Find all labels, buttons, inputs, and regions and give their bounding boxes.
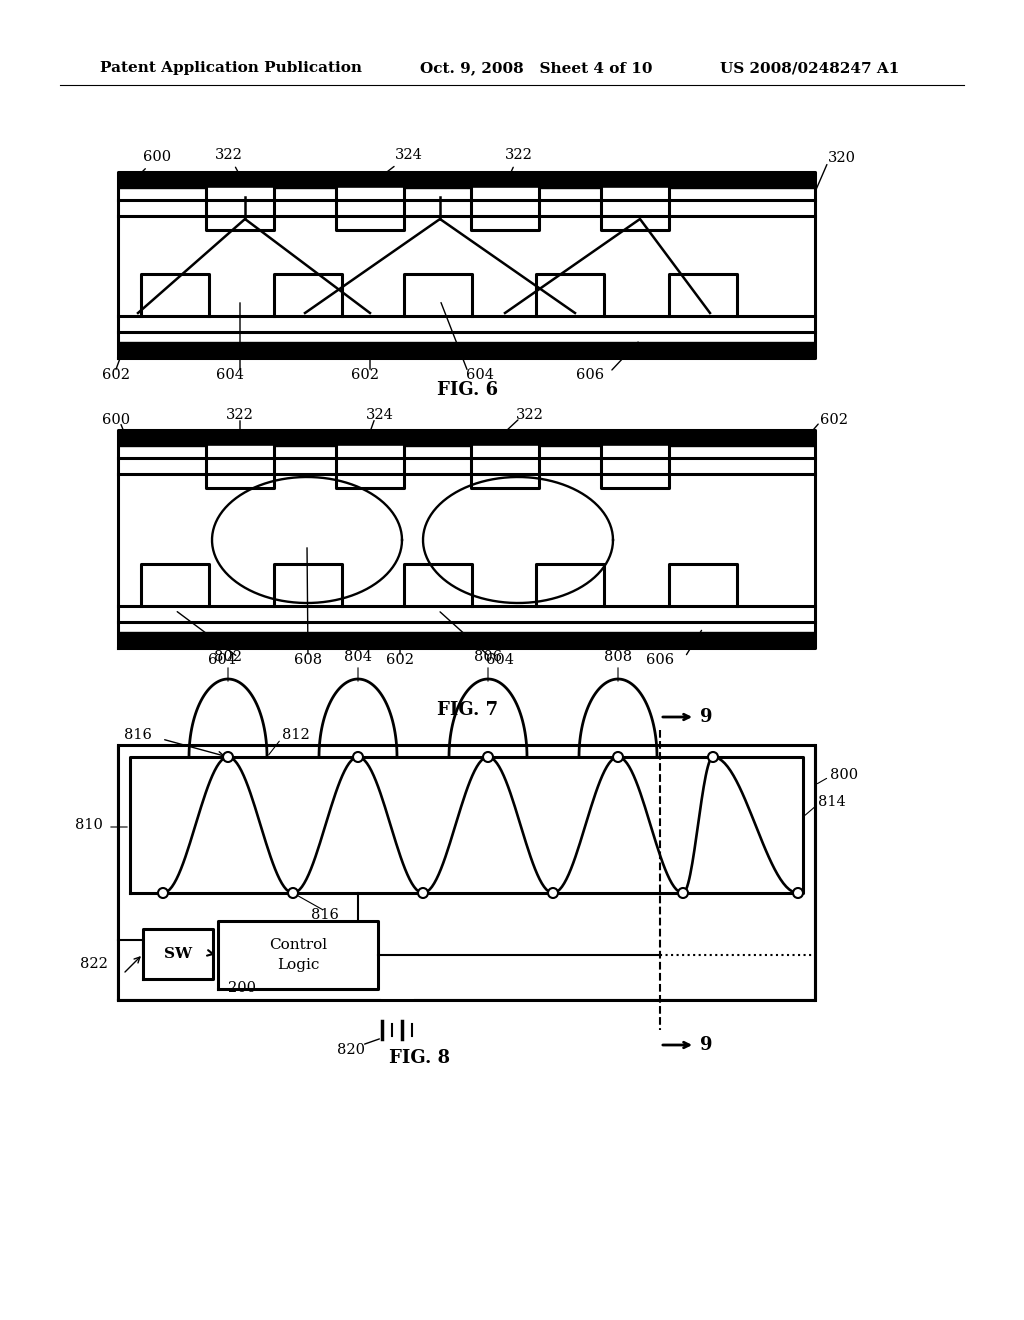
Text: 816: 816 <box>124 729 152 742</box>
Circle shape <box>353 752 362 762</box>
Circle shape <box>708 752 718 762</box>
Text: FIG. 7: FIG. 7 <box>437 701 499 719</box>
Text: 324: 324 <box>366 408 394 422</box>
Circle shape <box>418 888 428 898</box>
Text: 602: 602 <box>820 413 848 426</box>
Text: Logic: Logic <box>276 958 319 972</box>
Text: 822: 822 <box>80 957 108 972</box>
Text: 606: 606 <box>575 368 604 381</box>
Text: SW: SW <box>164 946 193 961</box>
Text: Oct. 9, 2008   Sheet 4 of 10: Oct. 9, 2008 Sheet 4 of 10 <box>420 61 652 75</box>
Text: 820: 820 <box>337 1043 365 1057</box>
Text: 600: 600 <box>128 150 171 186</box>
Text: 808: 808 <box>604 649 632 664</box>
Text: 812: 812 <box>282 729 309 742</box>
Circle shape <box>613 752 623 762</box>
Text: 324: 324 <box>372 148 423 183</box>
Text: FIG. 8: FIG. 8 <box>389 1049 451 1067</box>
Circle shape <box>158 888 168 898</box>
Text: 804: 804 <box>344 649 372 664</box>
Text: 322: 322 <box>215 148 244 182</box>
Text: Control: Control <box>269 939 327 952</box>
Text: 608: 608 <box>294 653 323 667</box>
Circle shape <box>793 888 803 898</box>
Text: 602: 602 <box>351 368 379 381</box>
Text: 604: 604 <box>486 653 514 667</box>
Text: 802: 802 <box>214 649 242 664</box>
Text: Patent Application Publication: Patent Application Publication <box>100 61 362 75</box>
Text: US 2008/0248247 A1: US 2008/0248247 A1 <box>720 61 899 75</box>
Text: 602: 602 <box>386 653 414 667</box>
Text: 322: 322 <box>516 408 544 422</box>
Text: 604: 604 <box>216 368 244 381</box>
Text: FIG. 6: FIG. 6 <box>437 381 499 399</box>
Circle shape <box>483 752 493 762</box>
Text: 9: 9 <box>700 708 713 726</box>
Text: 806: 806 <box>474 649 502 664</box>
Text: 800: 800 <box>830 768 858 781</box>
Text: 322: 322 <box>505 148 532 182</box>
Text: 602: 602 <box>102 368 130 381</box>
Text: 816: 816 <box>311 908 339 921</box>
Circle shape <box>548 888 558 898</box>
Text: 604: 604 <box>466 368 494 381</box>
Text: 814: 814 <box>818 795 846 809</box>
Text: 200: 200 <box>228 981 256 995</box>
Circle shape <box>288 888 298 898</box>
Text: 606: 606 <box>646 653 674 667</box>
Circle shape <box>678 888 688 898</box>
Text: 322: 322 <box>226 408 254 422</box>
Text: 9: 9 <box>700 1036 713 1053</box>
Text: 600: 600 <box>102 413 130 426</box>
Circle shape <box>223 752 233 762</box>
Text: 810: 810 <box>75 818 103 832</box>
Text: 320: 320 <box>828 150 856 165</box>
Text: 604: 604 <box>208 653 236 667</box>
